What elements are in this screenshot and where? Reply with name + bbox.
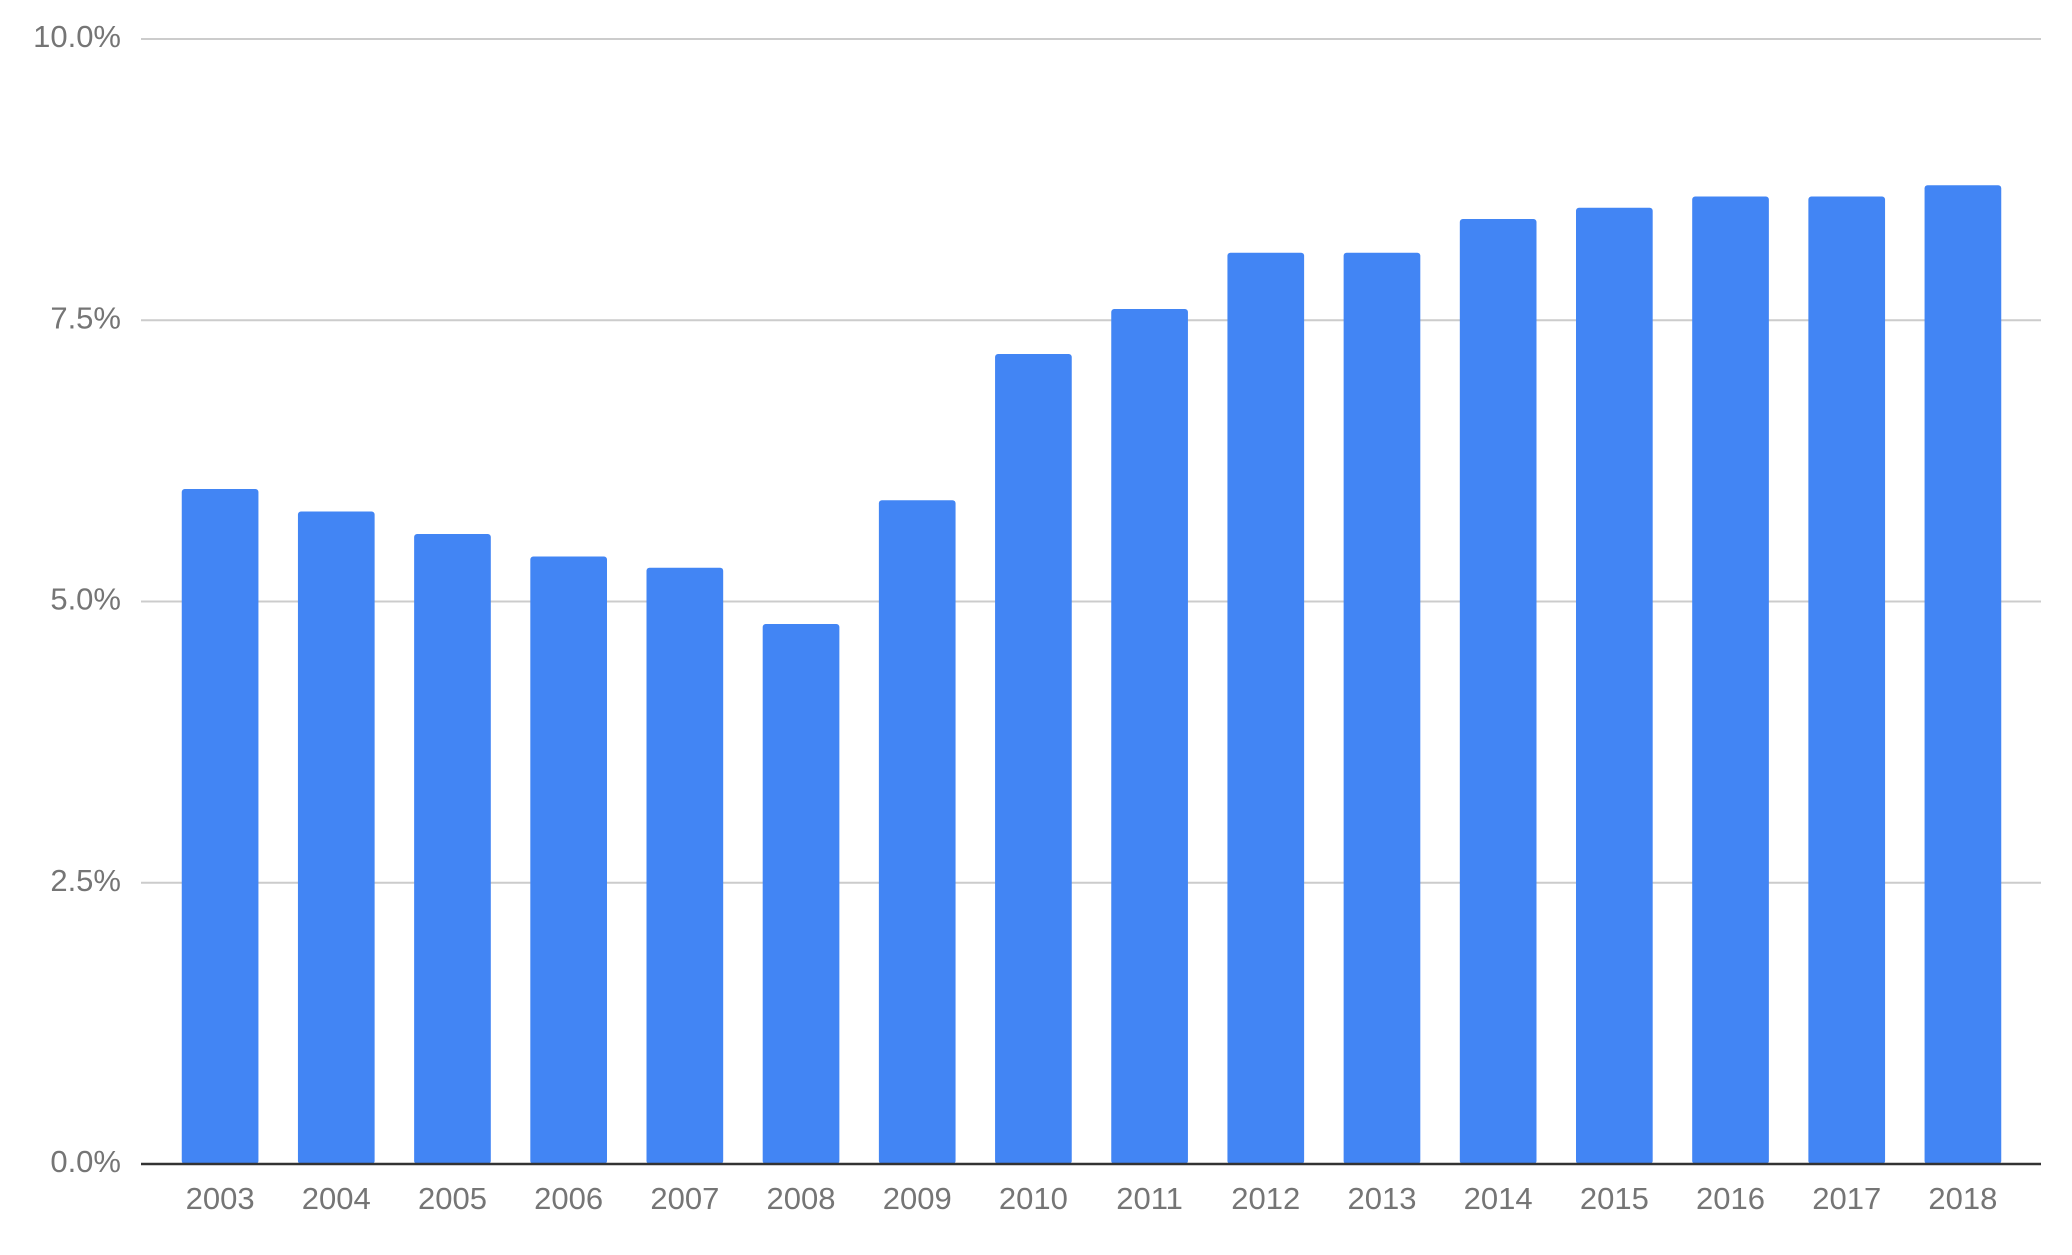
y-tick-label: 10.0%: [33, 19, 121, 54]
bar: [878, 500, 956, 1164]
x-tick-label: 2008: [767, 1181, 836, 1216]
bar: [1459, 219, 1537, 1164]
bar: [1576, 207, 1653, 1164]
x-tick-label: 2010: [999, 1181, 1068, 1216]
bar: [1692, 196, 1769, 1164]
y-tick-label: 5.0%: [50, 582, 121, 617]
bar: [530, 556, 607, 1164]
bar: [762, 624, 840, 1164]
x-tick-label: 2014: [1464, 1181, 1533, 1216]
x-tick-label: 2006: [534, 1181, 603, 1216]
x-tick-label: 2007: [650, 1181, 719, 1216]
y-tick-label: 2.5%: [50, 863, 121, 898]
x-tick-label: 2004: [302, 1181, 371, 1216]
y-tick-label: 7.5%: [50, 300, 121, 335]
x-tick-label: 2011: [1116, 1181, 1183, 1216]
bar: [414, 534, 491, 1164]
bar: [1227, 252, 1305, 1164]
bar: [1343, 252, 1421, 1164]
x-tick-label: 2005: [418, 1181, 487, 1216]
x-tick-label: 2016: [1696, 1181, 1765, 1216]
x-tick-label: 2009: [883, 1181, 952, 1216]
bar: [297, 511, 375, 1164]
x-tick-label: 2017: [1812, 1181, 1881, 1216]
bar: [1808, 196, 1886, 1164]
x-tick-label: 2018: [1928, 1181, 1997, 1216]
bar: [181, 489, 259, 1164]
bar: [1111, 309, 1188, 1164]
x-tick-label: 2003: [186, 1181, 255, 1216]
x-tick-label: 2013: [1347, 1181, 1416, 1216]
y-tick-label: 0.0%: [50, 1144, 121, 1179]
x-tick-label: 2015: [1580, 1181, 1649, 1216]
bar: [646, 567, 724, 1164]
bar: [1924, 185, 2002, 1164]
bar: [995, 354, 1072, 1164]
x-tick-label: 2012: [1231, 1181, 1300, 1216]
